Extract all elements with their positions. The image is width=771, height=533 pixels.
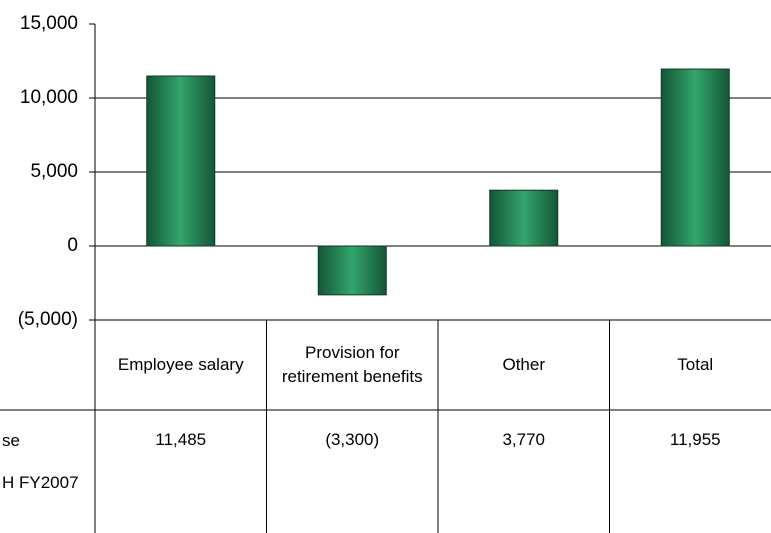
row-label: H FY2007 (2, 473, 79, 492)
bar (489, 189, 559, 247)
category-label: Provision for retirement benefits (281, 343, 423, 386)
bar (660, 68, 730, 247)
y-tick-label: 0 (67, 235, 78, 256)
value-label: 11,955 (669, 430, 721, 449)
value-label: 3,770 (502, 430, 546, 449)
value-label: 11,485 (155, 430, 207, 449)
y-tick-label: 10,000 (20, 87, 78, 108)
y-tick-label: 15,000 (20, 13, 78, 34)
value-label: (3,300) (325, 430, 380, 449)
category-label: Other (502, 355, 546, 374)
bar (146, 75, 216, 247)
bar (317, 245, 387, 296)
category-label: Employee salary (117, 355, 244, 374)
y-tick-label: 5,000 (30, 161, 78, 182)
row-label: se (2, 431, 20, 450)
y-tick-label: (5,000) (18, 309, 78, 330)
category-label: Total (677, 355, 714, 374)
